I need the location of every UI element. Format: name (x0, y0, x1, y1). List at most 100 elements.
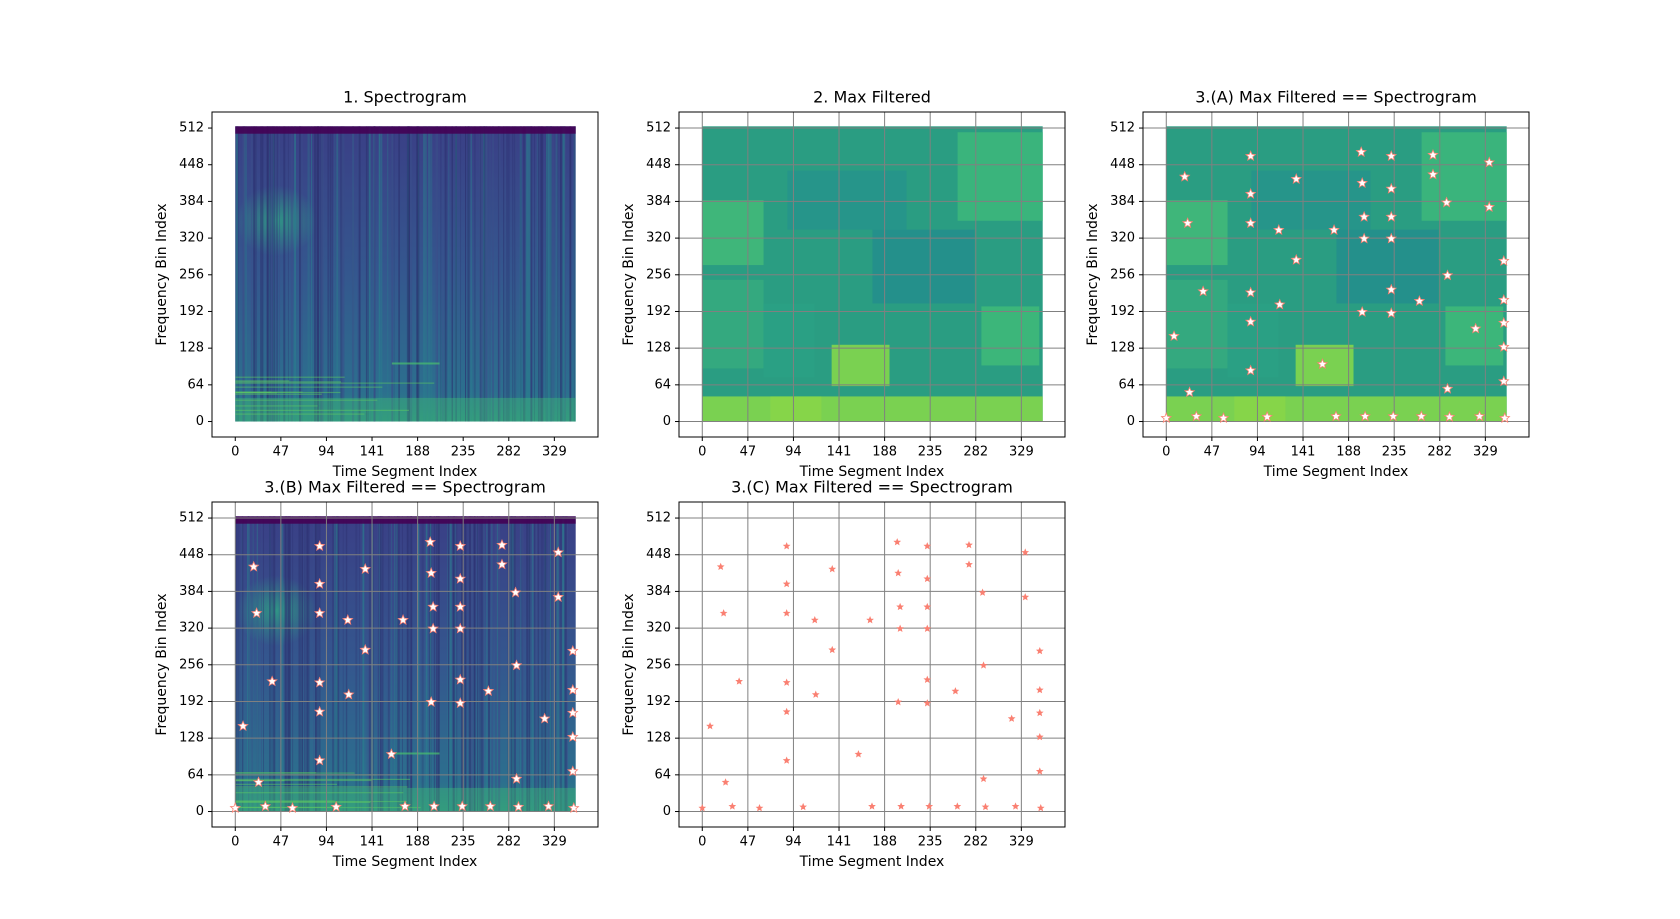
image-texture (465, 126, 467, 422)
peak-marker (1443, 410, 1456, 422)
x-axis-label: Time Segment Index (332, 854, 478, 870)
peak-marker (896, 624, 904, 632)
y-tick-label: 448 (646, 157, 671, 172)
peak-marker (454, 622, 467, 634)
image-texture (393, 126, 395, 422)
image-texture (314, 516, 317, 812)
image-texture (388, 516, 390, 812)
y-tick-label: 128 (179, 731, 204, 746)
image-texture (283, 126, 286, 422)
image-texture (373, 126, 376, 422)
image-texture (477, 516, 479, 812)
image-texture (235, 772, 355, 774)
peak-marker (1183, 386, 1196, 398)
x-tick-label: 94 (785, 445, 802, 460)
image-texture (521, 516, 524, 812)
peak-marker (1197, 285, 1209, 297)
image-texture (451, 516, 453, 812)
peak-marker (1330, 410, 1342, 422)
y-tick-label: 192 (646, 694, 671, 709)
peak-marker (359, 563, 371, 574)
image-texture (387, 516, 390, 812)
image-texture (260, 126, 263, 422)
peak-marker (782, 678, 791, 686)
peak-marker (893, 538, 902, 546)
peak-marker (1415, 410, 1428, 422)
image-texture (355, 516, 358, 812)
image-texture (488, 516, 490, 812)
axes-frame (211, 501, 599, 828)
x-tick-label: 94 (318, 445, 335, 460)
image-texture (573, 126, 575, 422)
peak-marker (706, 722, 714, 730)
peak-marker (1217, 412, 1230, 423)
image-texture (485, 126, 489, 422)
image-texture (307, 516, 310, 812)
image (702, 126, 1043, 422)
peak-marker (1427, 168, 1439, 180)
image-texture (276, 126, 278, 422)
image-texture (379, 516, 382, 812)
x-tick-label: 188 (1336, 445, 1361, 460)
axes-frame (678, 111, 1066, 438)
y-tick-label: 64 (654, 377, 671, 392)
peak-marker (1359, 410, 1371, 422)
image-texture (437, 126, 438, 422)
image-texture (530, 126, 533, 422)
peak-marker (1244, 187, 1257, 199)
peak-marker (542, 800, 555, 812)
image-texture (301, 516, 304, 812)
y-tick-label: 384 (646, 584, 671, 599)
image-texture (455, 126, 457, 422)
peak-marker (1385, 307, 1398, 319)
x-axis-label: Time Segment Index (332, 464, 478, 480)
image-texture (559, 126, 561, 422)
image-texture (261, 516, 262, 812)
axes-frame (1142, 111, 1530, 438)
image-texture (480, 126, 482, 422)
image-texture (409, 516, 413, 812)
image-texture (467, 126, 470, 422)
image-texture (787, 170, 907, 230)
image-texture (273, 516, 276, 812)
peak-marker (925, 802, 934, 810)
image-texture (417, 126, 420, 422)
image-texture (368, 516, 371, 812)
image-texture (272, 126, 276, 422)
image-texture (336, 126, 339, 422)
x-tick-label: 94 (1249, 445, 1266, 460)
peak-marker (1290, 253, 1302, 265)
x-tick-label: 141 (360, 835, 385, 850)
image-texture (504, 126, 507, 422)
peak-marker (567, 706, 579, 718)
image-texture (555, 126, 558, 422)
peak-marker (1261, 410, 1273, 422)
peak-marker (510, 772, 523, 784)
image-texture (380, 516, 383, 812)
image-texture (235, 126, 576, 134)
image-texture (540, 126, 544, 422)
image-texture (546, 126, 548, 422)
x-tick-label: 141 (827, 445, 852, 460)
peak-marker (425, 695, 437, 707)
image-texture (235, 382, 435, 384)
image-texture (497, 516, 501, 812)
peak-marker (923, 602, 932, 611)
y-tick-label: 384 (179, 584, 204, 599)
image-texture (556, 516, 559, 812)
image-texture (482, 516, 485, 812)
image-texture (245, 126, 247, 422)
image-texture (1251, 170, 1371, 230)
image-texture (440, 126, 442, 422)
image-texture (266, 126, 269, 422)
peak-marker (1035, 732, 1044, 741)
image-texture (237, 516, 239, 812)
image-texture (470, 516, 473, 812)
subplot: 0 47 94 141 188 235 282 329 0 64 128 192 256 320 384 44… (621, 88, 1066, 480)
image-texture (298, 516, 301, 812)
y-tick-label: 0 (1127, 414, 1135, 429)
y-tick-label: 192 (646, 304, 671, 319)
peak-marker (313, 676, 326, 688)
image-texture (305, 516, 308, 812)
image-texture (702, 200, 764, 266)
